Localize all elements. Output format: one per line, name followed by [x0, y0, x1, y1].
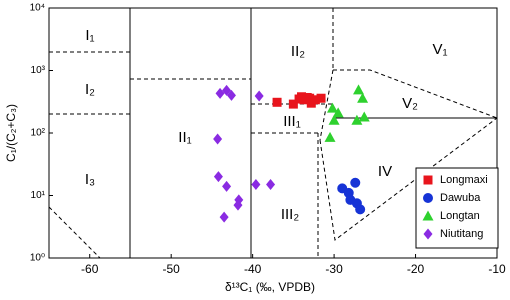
x-axis-label: δ¹³C₁ (‰, VPDB): [225, 280, 315, 294]
region-label: I₂: [85, 81, 95, 98]
marker-circle: [355, 204, 366, 215]
marker-triangle: [351, 114, 363, 125]
region-label: III₁: [283, 113, 301, 130]
region-label: II₂: [291, 43, 305, 60]
region-label: V₁: [432, 41, 447, 58]
legend-label: Longmaxi: [440, 174, 488, 186]
marker-diamond: [233, 199, 243, 211]
marker-diamond: [266, 178, 276, 190]
y-tick-label: 10²: [31, 128, 46, 139]
legend-label: Niutitang: [440, 228, 483, 240]
marker-diamond: [222, 180, 232, 192]
marker-square: [272, 97, 282, 107]
marker-diamond: [213, 133, 223, 145]
region-label: I₁: [85, 27, 94, 44]
legend-label: Dawuba: [440, 192, 481, 204]
y-axis-label: C₁/(C₂+C₃): [4, 104, 18, 162]
marker-circle: [350, 177, 361, 188]
marker-triangle: [324, 131, 336, 142]
marker-square: [316, 93, 326, 103]
marker-triangle: [326, 102, 338, 113]
marker-square: [288, 99, 298, 109]
marker-triangle: [328, 114, 340, 125]
region-boundaries: [48, 8, 498, 259]
y-tick-label: 10¹: [31, 190, 46, 201]
x-tick-label: -60: [81, 262, 99, 276]
marker-diamond: [251, 178, 261, 190]
marker-diamond: [213, 171, 223, 183]
y-tick-label: 10³: [31, 65, 46, 76]
x-tick-label: -10: [488, 262, 506, 276]
marker-triangle: [357, 92, 369, 103]
x-tick-label: -30: [325, 262, 343, 276]
x-tick-label: -20: [407, 262, 425, 276]
marker-square: [423, 175, 433, 185]
x-tick-label: -40: [244, 262, 262, 276]
y-tick-label: 10⁴: [30, 3, 45, 14]
region-label: II₁: [178, 129, 191, 146]
marker-triangle: [353, 84, 365, 95]
marker-square: [310, 95, 320, 105]
region-label: I₃: [85, 171, 95, 188]
marker-square: [305, 93, 315, 103]
marker-diamond: [423, 228, 433, 240]
region-label: IV: [378, 163, 392, 180]
region-label: III₂: [281, 206, 300, 223]
x-tick-label: -50: [163, 262, 181, 276]
marker-triangle: [422, 210, 434, 221]
legend-label: Longtan: [440, 210, 480, 222]
marker-triangle: [358, 111, 370, 122]
marker-diamond: [226, 89, 236, 101]
region-label: V₂: [402, 95, 418, 112]
marker-triangle: [332, 107, 344, 118]
marker-diamond: [219, 211, 229, 223]
marker-circle: [423, 193, 433, 203]
marker-diamond: [254, 90, 264, 102]
y-tick-label: 10⁰: [30, 253, 45, 264]
